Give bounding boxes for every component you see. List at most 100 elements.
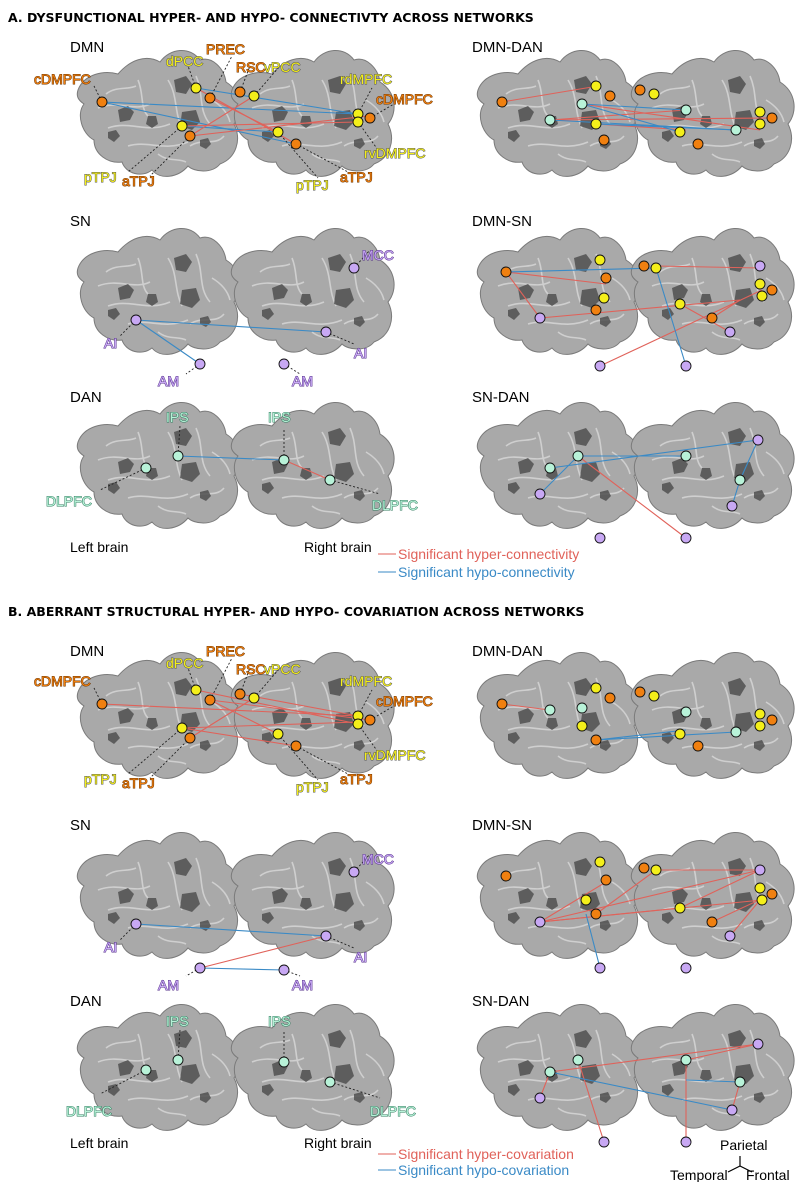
node-rvdmpfc [352,116,364,128]
right-brain-label: Right brain [304,1135,372,1151]
panel-a-dmn-sn-title: DMN-SN [472,213,532,230]
legend-hypo-label: Significant hypo-covariation [398,1162,569,1178]
region-label: cDMPFC [34,71,91,87]
panel-a-dan: DAN IPS IPS DLPFC DLPFC Left brain Right… [46,389,419,555]
region-label: RSC [236,661,266,677]
legend-b: Significant hyper-covariation Significan… [378,1146,574,1178]
region-label: AI [104,939,117,955]
node-rsc [234,86,246,98]
region-label: AI [354,949,367,965]
region-label: vPCC [264,59,301,75]
region-label: dPCC [166,53,203,69]
hyper-line [181,121,359,127]
panel-b-dmn-title: DMN [70,643,104,660]
left-brain-label: Left brain [70,1135,128,1151]
region-label: aTPJ [340,771,373,787]
panel-a-dan-title: DAN [70,389,102,406]
hyper-line [189,95,255,137]
node-atpj [290,138,302,150]
panel-b-sn: SN MCC AI AI AM AM [70,817,395,994]
panel-b-sn-dan: SN-DAN [472,993,795,1148]
region-label: aTPJ [340,169,373,185]
region-label: IPS [166,1013,189,1029]
panel-a-sn-title: SN [70,213,91,230]
node-cdmpfc [96,96,108,108]
panel-b-dan: DAN IPS IPS DLPFC DLPFC Left brain Right… [66,993,417,1151]
left-brain-label: Left brain [70,539,128,555]
region-label: MCC [362,851,394,867]
region-label: DLPFC [66,1103,112,1119]
section-b-title: B. ABERRANT STRUCTURAL HYPER- AND HYPO- … [8,604,584,619]
node-prec [204,92,216,104]
node-atpj [184,130,196,142]
section-a: A. DYSFUNCTIONAL HYPER- AND HYPO- CONNEC… [8,10,795,580]
panel-b-dmn-dan: DMN-DAN [472,643,795,780]
panel-a-sn-dan: SN-DAN [472,389,795,544]
region-label: DLPFC [46,493,92,509]
panel-b-dan-title: DAN [70,993,102,1010]
panel-a-sn: SN MCC AI AI AM AM [70,213,395,390]
region-label: pTPJ [84,771,117,787]
hypo-line [101,101,297,145]
region-label: rdMPFC [340,673,392,689]
panel-b-sn-title: SN [70,817,91,834]
region-label: pTPJ [84,169,117,185]
region-label: pTPJ [296,779,329,795]
legend-a: Significant hyper-connectivity Significa… [378,546,579,580]
panel-a-dmn-sn: DMN-SN [472,213,795,372]
right-brain-label: Right brain [304,539,372,555]
region-label: PREC [206,643,245,659]
connections [101,87,369,145]
compass-left [727,1165,741,1173]
left-hemisphere [76,49,241,178]
region-label: cDMPFC [376,693,433,709]
region-labels: cDMPFC dPCC PREC RSC vPCC rdMPFC cDMPFC … [34,41,434,194]
legend-hyper-label: Significant hyper-covariation [398,1146,574,1162]
panel-b-dmn-sn-title: DMN-SN [472,817,532,834]
temporal-label: Temporal [670,1167,728,1182]
section-b: B. ABERRANT STRUCTURAL HYPER- AND HYPO- … [8,604,795,1182]
region-label: MCC [362,247,394,263]
hypo-line [195,87,359,115]
parietal-label: Parietal [720,1137,767,1153]
panel-a-dmn-dan: DMN-DAN [472,39,795,178]
region-label: DLPFC [372,497,418,513]
region-label: IPS [166,409,189,425]
section-a-title: A. DYSFUNCTIONAL HYPER- AND HYPO- CONNEC… [8,10,534,25]
region-label: IPS [268,409,291,425]
legend-hyper-label: Significant hyper-connectivity [398,546,579,562]
panel-b-dmn: DMN [34,643,434,796]
hyper-line [189,115,369,137]
legend-hypo-label: Significant hypo-connectivity [398,564,575,580]
region-label: vPCC [264,661,301,677]
region-label: AI [354,345,367,361]
region-label: rdMPFC [340,71,392,87]
region-label: rvDMPFC [364,145,425,161]
nodes [96,82,376,150]
region-label: aTPJ [122,775,155,791]
region-label: cDMPFC [34,673,91,689]
region-label: AM [158,373,179,389]
panel-a-sn-dan-title: SN-DAN [472,389,530,406]
region-label: IPS [268,1013,291,1029]
region-label: DLPFC [370,1103,416,1119]
node-vpcc [248,90,260,102]
region-label: rvDMPFC [364,747,425,763]
panel-b-dmn-dan-title: DMN-DAN [472,643,543,660]
node-cdmpfc [364,112,376,124]
panel-b-sn-dan-title: SN-DAN [472,993,530,1010]
region-label: aTPJ [122,173,155,189]
frontal-label: Frontal [746,1167,790,1182]
panel-a-dmn-title: DMN [70,39,104,56]
region-label: cDMPFC [376,91,433,107]
region-label: PREC [206,41,245,57]
panel-b-dmn-sn: DMN-SN [472,817,795,974]
hypo-line [181,125,279,133]
region-label: AM [292,977,313,993]
panel-a-dmn: DMN [34,39,434,194]
orientation-compass: Parietal Temporal Frontal [670,1137,790,1182]
node-ptpj [272,126,284,138]
hyper-line [209,97,279,133]
compass-right [739,1165,753,1173]
